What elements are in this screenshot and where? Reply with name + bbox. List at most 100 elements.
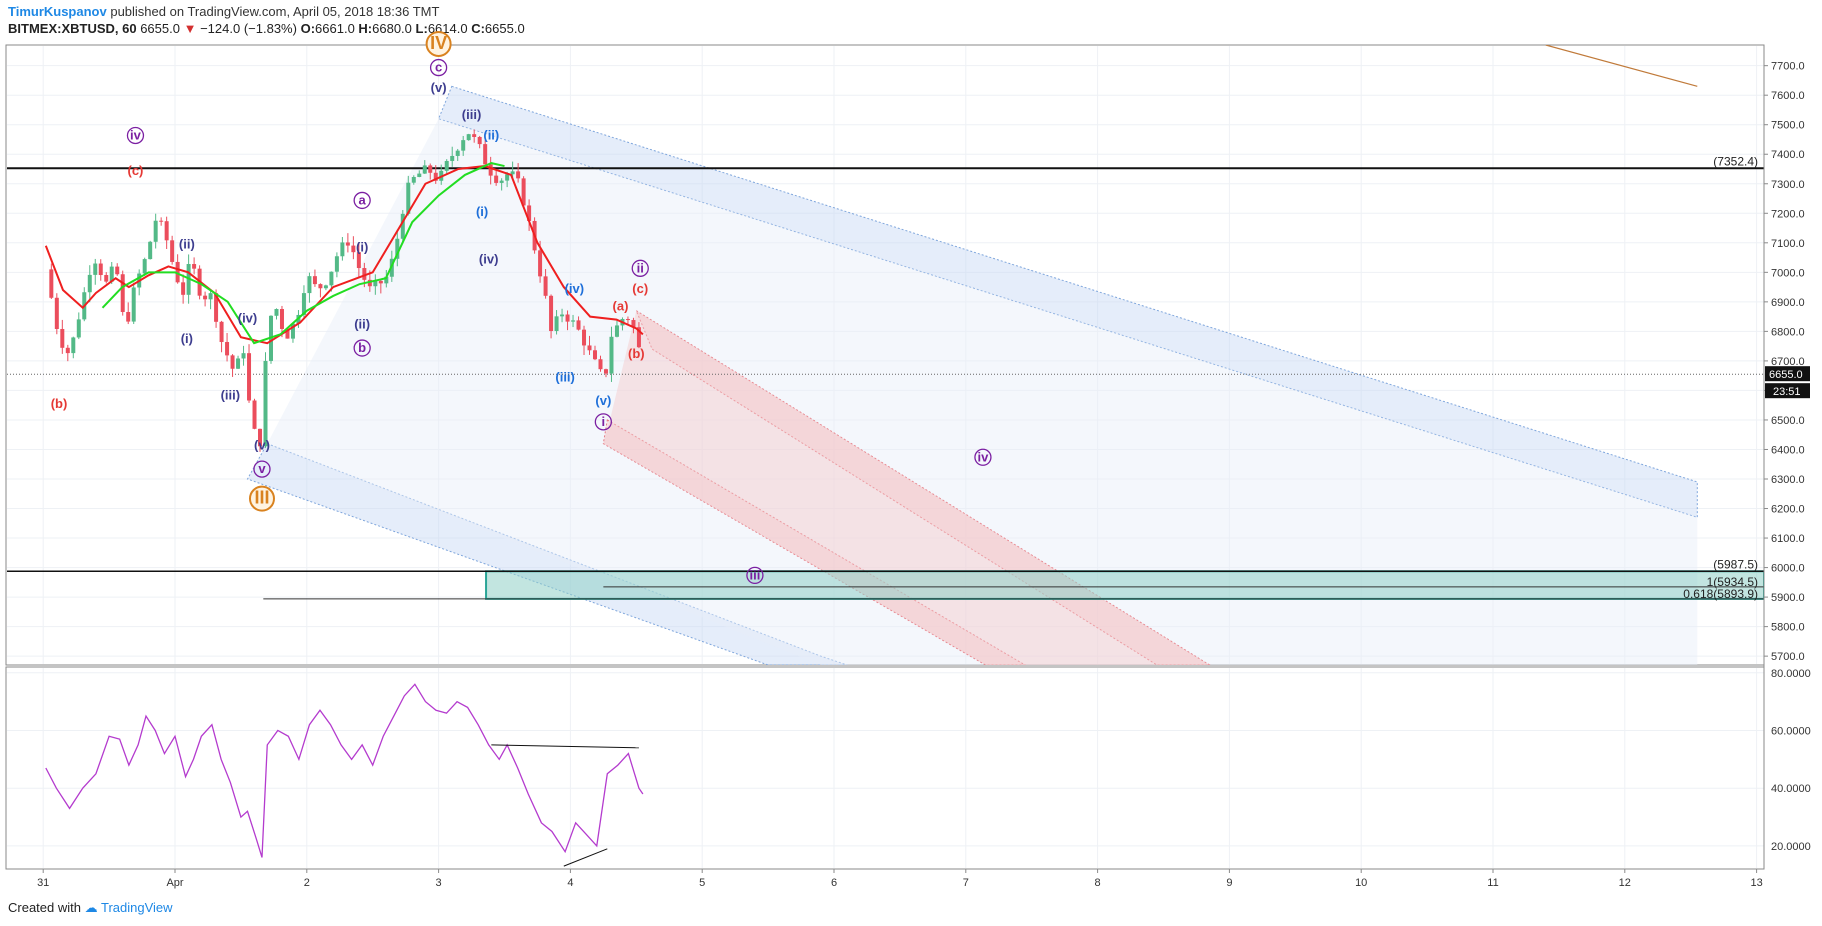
open-value: 6661.0 [315,21,355,36]
candle-body [560,314,565,317]
candle-body [307,276,312,294]
candle-body [65,347,70,354]
candle-body [499,180,504,183]
time-tick-label: 12 [1619,877,1631,889]
tradingview-brand[interactable]: TradingView [101,900,173,915]
wave-label: (iv) [565,281,585,296]
sma-line [101,162,505,345]
time-tick-label: 5 [699,877,705,889]
wave-label: (ii) [483,127,499,142]
wave-circle-icon [974,448,992,466]
candle-body [373,280,378,287]
price-tick-label: 6200.0 [1771,504,1805,516]
time-tick-label: 13 [1750,877,1762,889]
candle-body [538,250,543,277]
candle-body [329,271,334,286]
candle-body [444,160,449,171]
level-label-7352: (7352.4) [1713,154,1758,168]
candle-body [549,295,554,332]
red-channel-lower [602,419,1027,665]
price-tick-label: 7400.0 [1771,149,1805,161]
candle-body [488,164,493,176]
candle-body [49,269,54,298]
price-tick-label: 6700.0 [1771,356,1805,368]
wave-circle-icon [631,259,649,277]
wave-label: i [602,414,606,429]
footer: Created with ☁ TradingView [8,900,173,916]
wave-circle-icon [429,58,448,77]
candle-body [367,279,372,287]
time-tick-label: 6 [831,877,837,889]
candle-body [395,238,400,259]
candle-body [609,336,614,374]
time-tick-label: 4 [567,877,573,889]
wave-circle-icon [248,485,275,512]
rsi-layer [45,683,644,867]
candle-body [131,287,136,322]
rsi-pane[interactable] [5,666,1765,870]
candle-body [494,175,499,183]
candle-body [587,345,592,351]
author-name[interactable]: TimurKuspanov [8,4,107,19]
publish-info: TimurKuspanov published on TradingView.c… [8,4,439,20]
price-tick-label: 5800.0 [1771,622,1805,634]
candle-body [603,369,608,374]
wave-label: iv [130,127,142,142]
wave-label: iv [978,449,990,464]
time-tick-label: 7 [963,877,969,889]
level-label-5934: 1(5934.5) [1707,575,1758,589]
price-tick-label: 6100.0 [1771,533,1805,545]
candle-body [472,134,477,137]
wave-label: (v) [595,393,611,408]
candle-body [87,274,92,293]
candle-body [142,259,147,274]
candle-body [378,280,383,284]
wave-label: (i) [181,331,193,346]
low-label: L: [415,21,428,36]
published-text: published on TradingView.com, April 05, … [110,4,440,19]
candle-body [521,178,526,206]
candle-body [104,275,109,282]
tradingview-logo-icon[interactable]: ☁ [84,900,98,915]
candle-body [450,155,455,161]
created-with-text: Created with [8,900,81,915]
axes-layer: (7352.4)(5987.5)1(5934.5)0.618(5893.9)57… [6,45,1811,889]
wave-circle-icon [126,126,145,145]
candle-body [54,297,59,329]
candle-body [208,293,213,300]
candle-body [115,266,120,275]
last-price-badge-label: 6655.0 [1769,369,1803,381]
down-arrow-icon: ▼ [183,21,197,36]
candle-body [345,242,350,246]
price-tick-label: 7300.0 [1771,179,1805,191]
candle-body [625,319,630,321]
target-zone [485,570,1764,600]
candle-body [120,274,125,312]
candle-body [153,220,158,242]
candle-body [455,150,460,156]
price-tick-label: 6500.0 [1771,415,1805,427]
open-label: O: [300,21,316,36]
wave-label: a [359,192,367,207]
candle-body [411,176,416,183]
candle-body [230,355,235,369]
rsi-tick-label: 40.0000 [1771,783,1811,795]
candle-body [384,276,389,284]
candle-body [466,134,471,141]
candle-body [400,213,405,239]
price-tick-label: 7100.0 [1771,238,1805,250]
wave-label: III [254,488,269,508]
candle-body [527,205,532,221]
candle-body [565,314,570,322]
candle-body [252,400,257,429]
candle-body [433,172,438,181]
wave-labels: (b) iv (c) (ii) (i) (iv) (iii) (v) v III a (i) (ii) b… [51,30,992,585]
price-tick-label: 7500.0 [1771,120,1805,132]
candle-body [263,360,268,447]
wave-circle-icon [425,30,452,57]
candle-body [636,327,641,348]
candle-body [290,323,295,339]
candle-body [192,264,197,269]
